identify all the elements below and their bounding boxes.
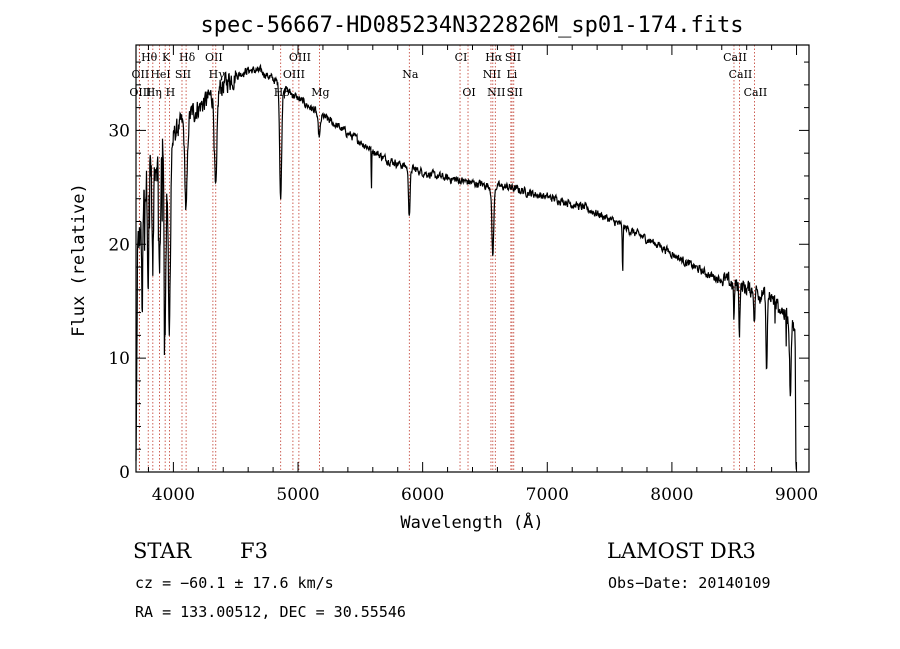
marker-label: K [162,51,171,64]
marker-label: OIII [129,86,151,99]
marker-label: SII [505,51,521,64]
plot-frame [135,44,810,473]
marker-label: OI [462,86,475,99]
marker-label: NII [487,86,505,99]
x-tick-label: 8000 [650,485,693,505]
redshift-velocity: cz = −60.1 ± 17.6 km/s [135,574,334,592]
spectrum-layer [135,63,797,470]
spectrum-chart: spec-56667-HD085234N322826M_sp01-174.fit… [69,13,818,533]
spectrum-line [135,63,797,470]
marker-label: Hθ [141,51,158,64]
marker-label: SII [507,86,523,99]
marker-label: OII [132,68,150,81]
marker-label: Hη [146,86,162,99]
marker-label: H [166,86,176,99]
marker-label: Mg [311,86,329,99]
object-class: STAR [133,539,192,563]
x-tick-label: 4000 [152,485,195,505]
x-axis-label: Wavelength (Å) [400,511,543,533]
coordinates: RA = 133.00512, DEC = 30.55546 [135,603,406,621]
marker-label: OII [205,51,223,64]
marker-label: NII [483,68,501,81]
x-tick-label: 7000 [526,485,569,505]
marker-label: HeI [150,68,170,81]
observation-date: Obs−Date: 20140109 [608,574,771,592]
subclass: F3 [240,539,268,563]
marker-label: CaII [723,51,747,64]
axis-ticks: 4000 5000 6000 7000 8000 9000 0 10 20 30 [108,45,818,505]
chart-title: spec-56667-HD085234N322826M_sp01-174.fit… [200,13,743,38]
x-tick-label: 5000 [276,485,319,505]
x-tick-label: 6000 [401,485,444,505]
y-axis-label: Flux (relative) [69,183,89,337]
marker-label: Li [506,68,517,81]
marker-label: CaII [729,68,753,81]
x-tick-label: 9000 [775,485,818,505]
marker-label: SII [175,68,191,81]
marker-label: Hα [485,51,503,64]
y-tick-label: 20 [108,235,130,255]
marker-label: CaII [744,86,768,99]
y-tick-label: 10 [108,349,130,369]
marker-label: Hγ [209,68,226,81]
marker-label: OIII [289,51,311,64]
survey-name: LAMOST DR3 [607,539,756,563]
marker-label: Hδ [179,51,196,64]
y-tick-label: 0 [119,463,130,483]
marker-label: OIII [283,68,305,81]
y-tick-label: 30 [108,121,130,141]
marker-label: CI [455,51,468,64]
marker-label: Na [402,68,419,81]
